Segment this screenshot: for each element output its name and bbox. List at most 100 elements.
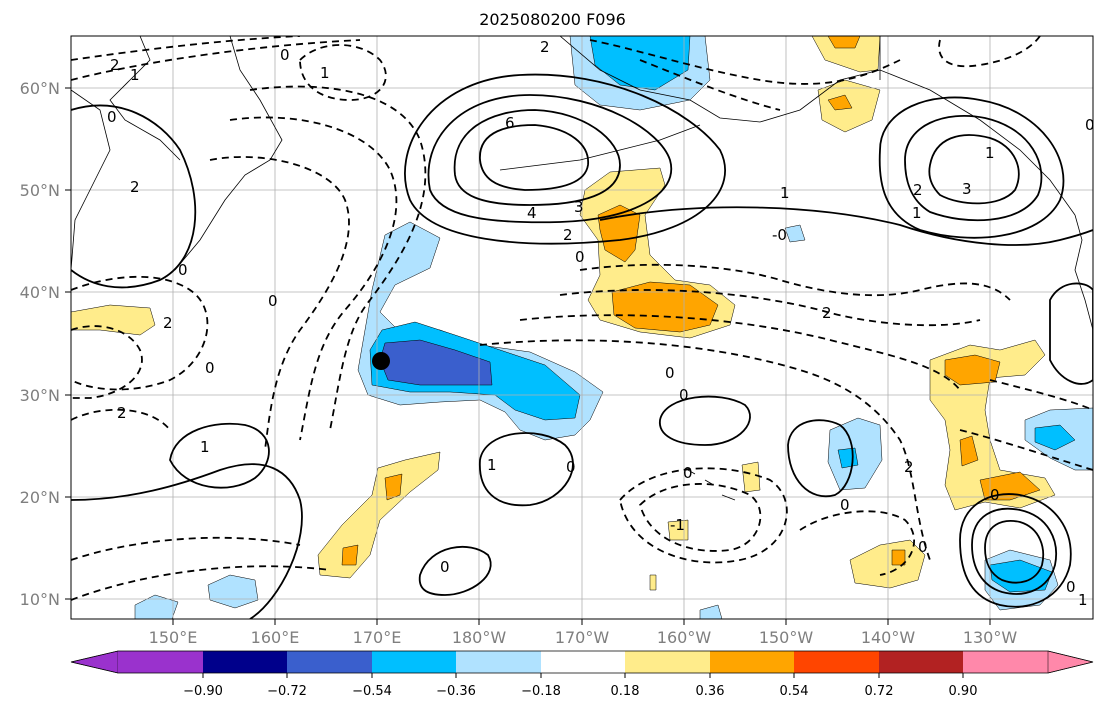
alaska-coast xyxy=(559,36,1076,216)
contour-label: 0 xyxy=(280,46,290,64)
shading-light-blue xyxy=(134,594,179,619)
colorbar-tick: 0.72 xyxy=(865,684,894,699)
colorbar-tick: −0.72 xyxy=(267,684,307,699)
lon-label: 170°W xyxy=(555,628,610,647)
contour-label: -0 xyxy=(772,226,787,244)
colorbar-tick: −0.36 xyxy=(436,684,476,699)
colorbar-tick: −0.90 xyxy=(183,684,223,699)
contour-label: 0 xyxy=(918,538,928,556)
colorbar-tick: −0.18 xyxy=(521,684,561,699)
lat-label: 20°N xyxy=(20,488,60,507)
colorbar-max-arrow xyxy=(1047,650,1094,674)
lon-label: 140°W xyxy=(861,628,916,647)
colorbar-segment xyxy=(879,651,963,673)
lon-labels: 150°E 160°E 170°E 180°W 170°W 160°W 150°… xyxy=(149,628,1018,647)
shading-yellow xyxy=(667,519,689,541)
colorbar-tick: 0.54 xyxy=(780,684,809,699)
lon-label: 160°W xyxy=(657,628,712,647)
shading-orange xyxy=(341,544,359,566)
shading-mid-blue xyxy=(1034,424,1076,451)
graticule xyxy=(71,36,1093,619)
colorbar-segment xyxy=(794,651,879,673)
lat-label: 40°N xyxy=(20,283,60,302)
contour-label: 0 xyxy=(1066,578,1076,596)
contour-label: 4 xyxy=(527,204,537,222)
shading-orange xyxy=(384,473,403,501)
lat-label: 50°N xyxy=(20,181,60,200)
shading-orange xyxy=(959,435,979,467)
shading-orange xyxy=(827,94,853,111)
shading-orange xyxy=(611,281,719,333)
contour-label: 1 xyxy=(200,438,210,456)
contour-label: 6 xyxy=(505,114,515,132)
contour-label: 3 xyxy=(962,180,972,198)
shading-dark-blue xyxy=(379,339,493,386)
contour-label: 1 xyxy=(985,144,995,162)
storm-marker xyxy=(372,352,390,370)
colorbar-segment xyxy=(372,651,456,673)
contour-label: 2 xyxy=(163,314,173,332)
shading-light-blue xyxy=(207,574,259,609)
contour-label: 1 xyxy=(780,184,790,202)
colorbar-segment xyxy=(118,651,203,673)
coastlines xyxy=(71,36,1093,501)
lat-label: 30°N xyxy=(20,386,60,405)
axis-ticks xyxy=(65,87,991,625)
lat-labels: 60°N 50°N 40°N 30°N 20°N 10°N xyxy=(20,79,60,609)
colorbar-tick: 0.18 xyxy=(611,684,640,699)
contour-label: 1 xyxy=(912,204,922,222)
colorbar-segment xyxy=(625,651,710,673)
contour-label: 0 xyxy=(1085,116,1095,134)
colorbar-tick: 0.36 xyxy=(696,684,725,699)
contour-label: 0 xyxy=(665,364,675,382)
contour-label: 0 xyxy=(268,292,278,310)
na-west-coast xyxy=(1074,214,1093,331)
hawaii-islands xyxy=(687,469,736,501)
contours-dashed xyxy=(71,36,1093,601)
colorbar-segment xyxy=(541,651,625,673)
lon-label: 150°W xyxy=(759,628,814,647)
colorbar-tick: −0.54 xyxy=(352,684,392,699)
shading-yellow xyxy=(811,36,881,73)
shading-mid-blue xyxy=(589,36,691,91)
contour-label: 2 xyxy=(904,458,914,476)
shading-yellow xyxy=(317,451,441,579)
lat-label: 60°N xyxy=(20,79,60,98)
map-title: 2025080200 F096 xyxy=(479,10,626,29)
kamchatka-coast xyxy=(174,36,283,271)
map-panel: 0 2 1 6 4 3 2 0 0 2 1 2 0 -0 1 0 1 2 1 3… xyxy=(71,36,1095,619)
colorbar-segment xyxy=(963,651,1048,673)
contour-label: 0 xyxy=(107,108,117,126)
colorbar-segment xyxy=(710,651,794,673)
shading-yellow xyxy=(71,304,156,336)
contour-label: 2 xyxy=(822,304,832,322)
contour-label: 0 xyxy=(575,248,585,266)
contour-label: 0 xyxy=(840,496,850,514)
okhotsk-coast xyxy=(109,36,181,161)
contour-label: 0 xyxy=(178,261,188,279)
asia-coast xyxy=(71,89,111,271)
contour-label: 0 xyxy=(990,486,1000,504)
contour-label: -1 xyxy=(670,516,685,534)
contour-label: 1 xyxy=(487,456,497,474)
contour-label: 0 xyxy=(566,458,576,476)
contour-label: 0 xyxy=(205,359,215,377)
aleutian-chain xyxy=(499,124,701,171)
contour-label: 2 xyxy=(540,38,550,56)
shading-layer xyxy=(71,36,1093,619)
lon-label: 170°E xyxy=(353,628,402,647)
contour-label: 1 xyxy=(1078,591,1088,609)
shading-orange xyxy=(891,549,906,566)
colorbar: −0.90 −0.72 −0.54 −0.36 −0.18 0.18 0.36 … xyxy=(70,650,1094,699)
shading-mid-blue xyxy=(989,559,1053,593)
contour-label: 1 xyxy=(130,66,140,84)
lat-label: 10°N xyxy=(20,590,60,609)
colorbar-min-arrow xyxy=(70,650,119,674)
lon-label: 150°E xyxy=(149,628,198,647)
colorbar-segment xyxy=(203,651,287,673)
lon-label: 160°E xyxy=(251,628,300,647)
contour-label: 2 xyxy=(563,226,573,244)
contour-label: 0 xyxy=(440,558,450,576)
contour-label: 0 xyxy=(683,464,693,482)
